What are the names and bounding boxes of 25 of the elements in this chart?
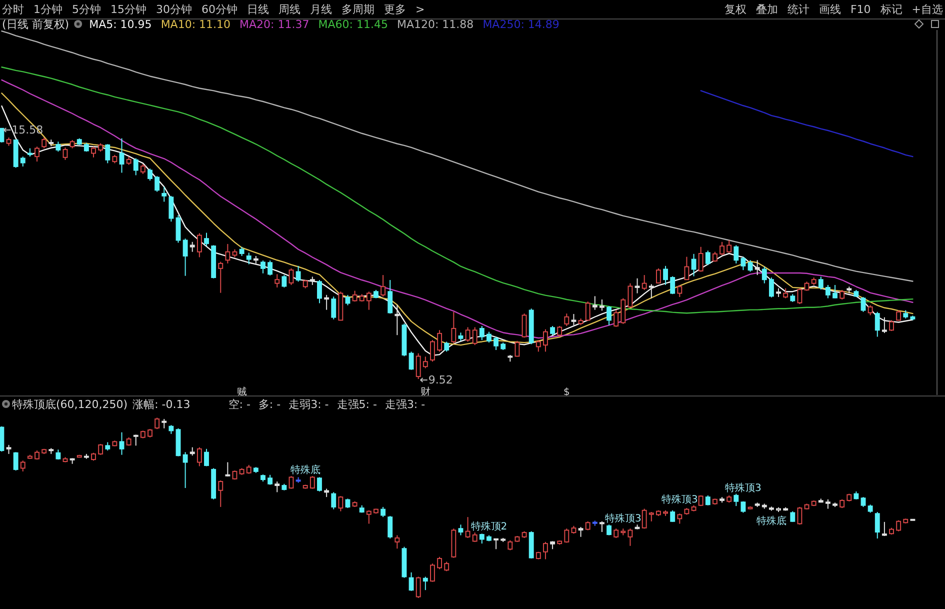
text: MA60: 11.45	[318, 18, 388, 31]
text: $	[563, 387, 570, 398]
text: 走弱3: -	[288, 398, 329, 411]
text: MA120: 11.88	[396, 18, 474, 31]
chart-title: 特殊顶底(60,120,250)	[12, 398, 128, 411]
text: 分时 1分钟 5分钟 15分钟 30分钟 60分钟 日线 周线 月线 多周期 更多 >	[2, 3, 425, 16]
text: MA5: 10.95	[89, 18, 152, 31]
chart-subtitle: 涨幅: -0.13	[132, 398, 190, 411]
text: MA250: 14.89	[482, 18, 560, 31]
text: 复权 叠加 统计 画线 F10 标记 +自选	[724, 3, 943, 16]
text: 特殊顶3	[725, 482, 762, 494]
text: 特殊底	[756, 516, 786, 527]
text: 特殊顶2	[470, 522, 508, 533]
text: 走强5: -	[336, 398, 377, 411]
chart-title: (日线 前复权)	[2, 18, 70, 31]
text: 走强3: -	[384, 398, 426, 411]
text: 特殊底	[290, 465, 320, 476]
text: MA20: 11.37	[240, 18, 310, 31]
text: 9.52	[428, 374, 453, 386]
text: 空: -	[228, 398, 250, 411]
text: 特殊顶3	[604, 514, 642, 525]
text: 财	[420, 387, 430, 398]
text: MA10: 11.10	[160, 18, 231, 31]
text: 多: -	[258, 398, 281, 411]
text: 特殊顶3	[661, 494, 698, 506]
